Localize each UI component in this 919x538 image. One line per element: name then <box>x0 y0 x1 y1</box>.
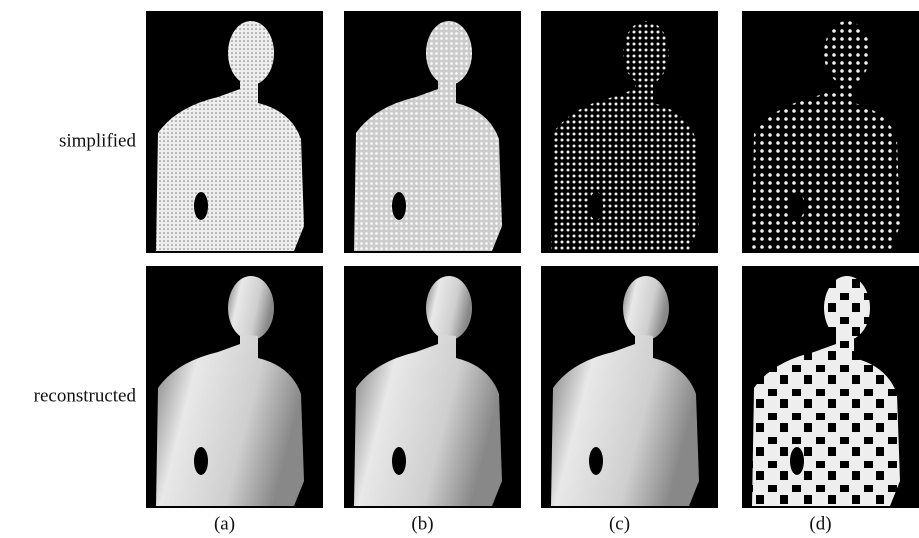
image-panel <box>344 11 521 253</box>
armpit-gap <box>790 447 804 475</box>
armpit-gap <box>392 447 406 475</box>
column-label: (b) <box>411 513 433 534</box>
image-panel <box>344 266 521 508</box>
image-panel <box>541 11 718 253</box>
image-panel <box>541 266 718 508</box>
image-panel <box>146 11 323 253</box>
panels <box>146 11 919 508</box>
armpit-gap <box>589 192 603 220</box>
image-panel <box>742 11 919 253</box>
column-label: (c) <box>609 513 630 534</box>
image-panel <box>146 266 323 508</box>
armpit-gap <box>194 192 208 220</box>
figure: simplified reconstructed (a) (b) (c) (d) <box>0 0 919 538</box>
armpit-gap <box>392 192 406 220</box>
image-panel <box>742 266 919 508</box>
row-label: simplified <box>59 130 137 151</box>
column-label: (a) <box>214 513 235 534</box>
armpit-gap <box>790 192 804 220</box>
armpit-gap <box>194 447 208 475</box>
armpit-gap <box>589 447 603 475</box>
column-label: (d) <box>809 513 831 534</box>
row-label: reconstructed <box>34 385 137 406</box>
